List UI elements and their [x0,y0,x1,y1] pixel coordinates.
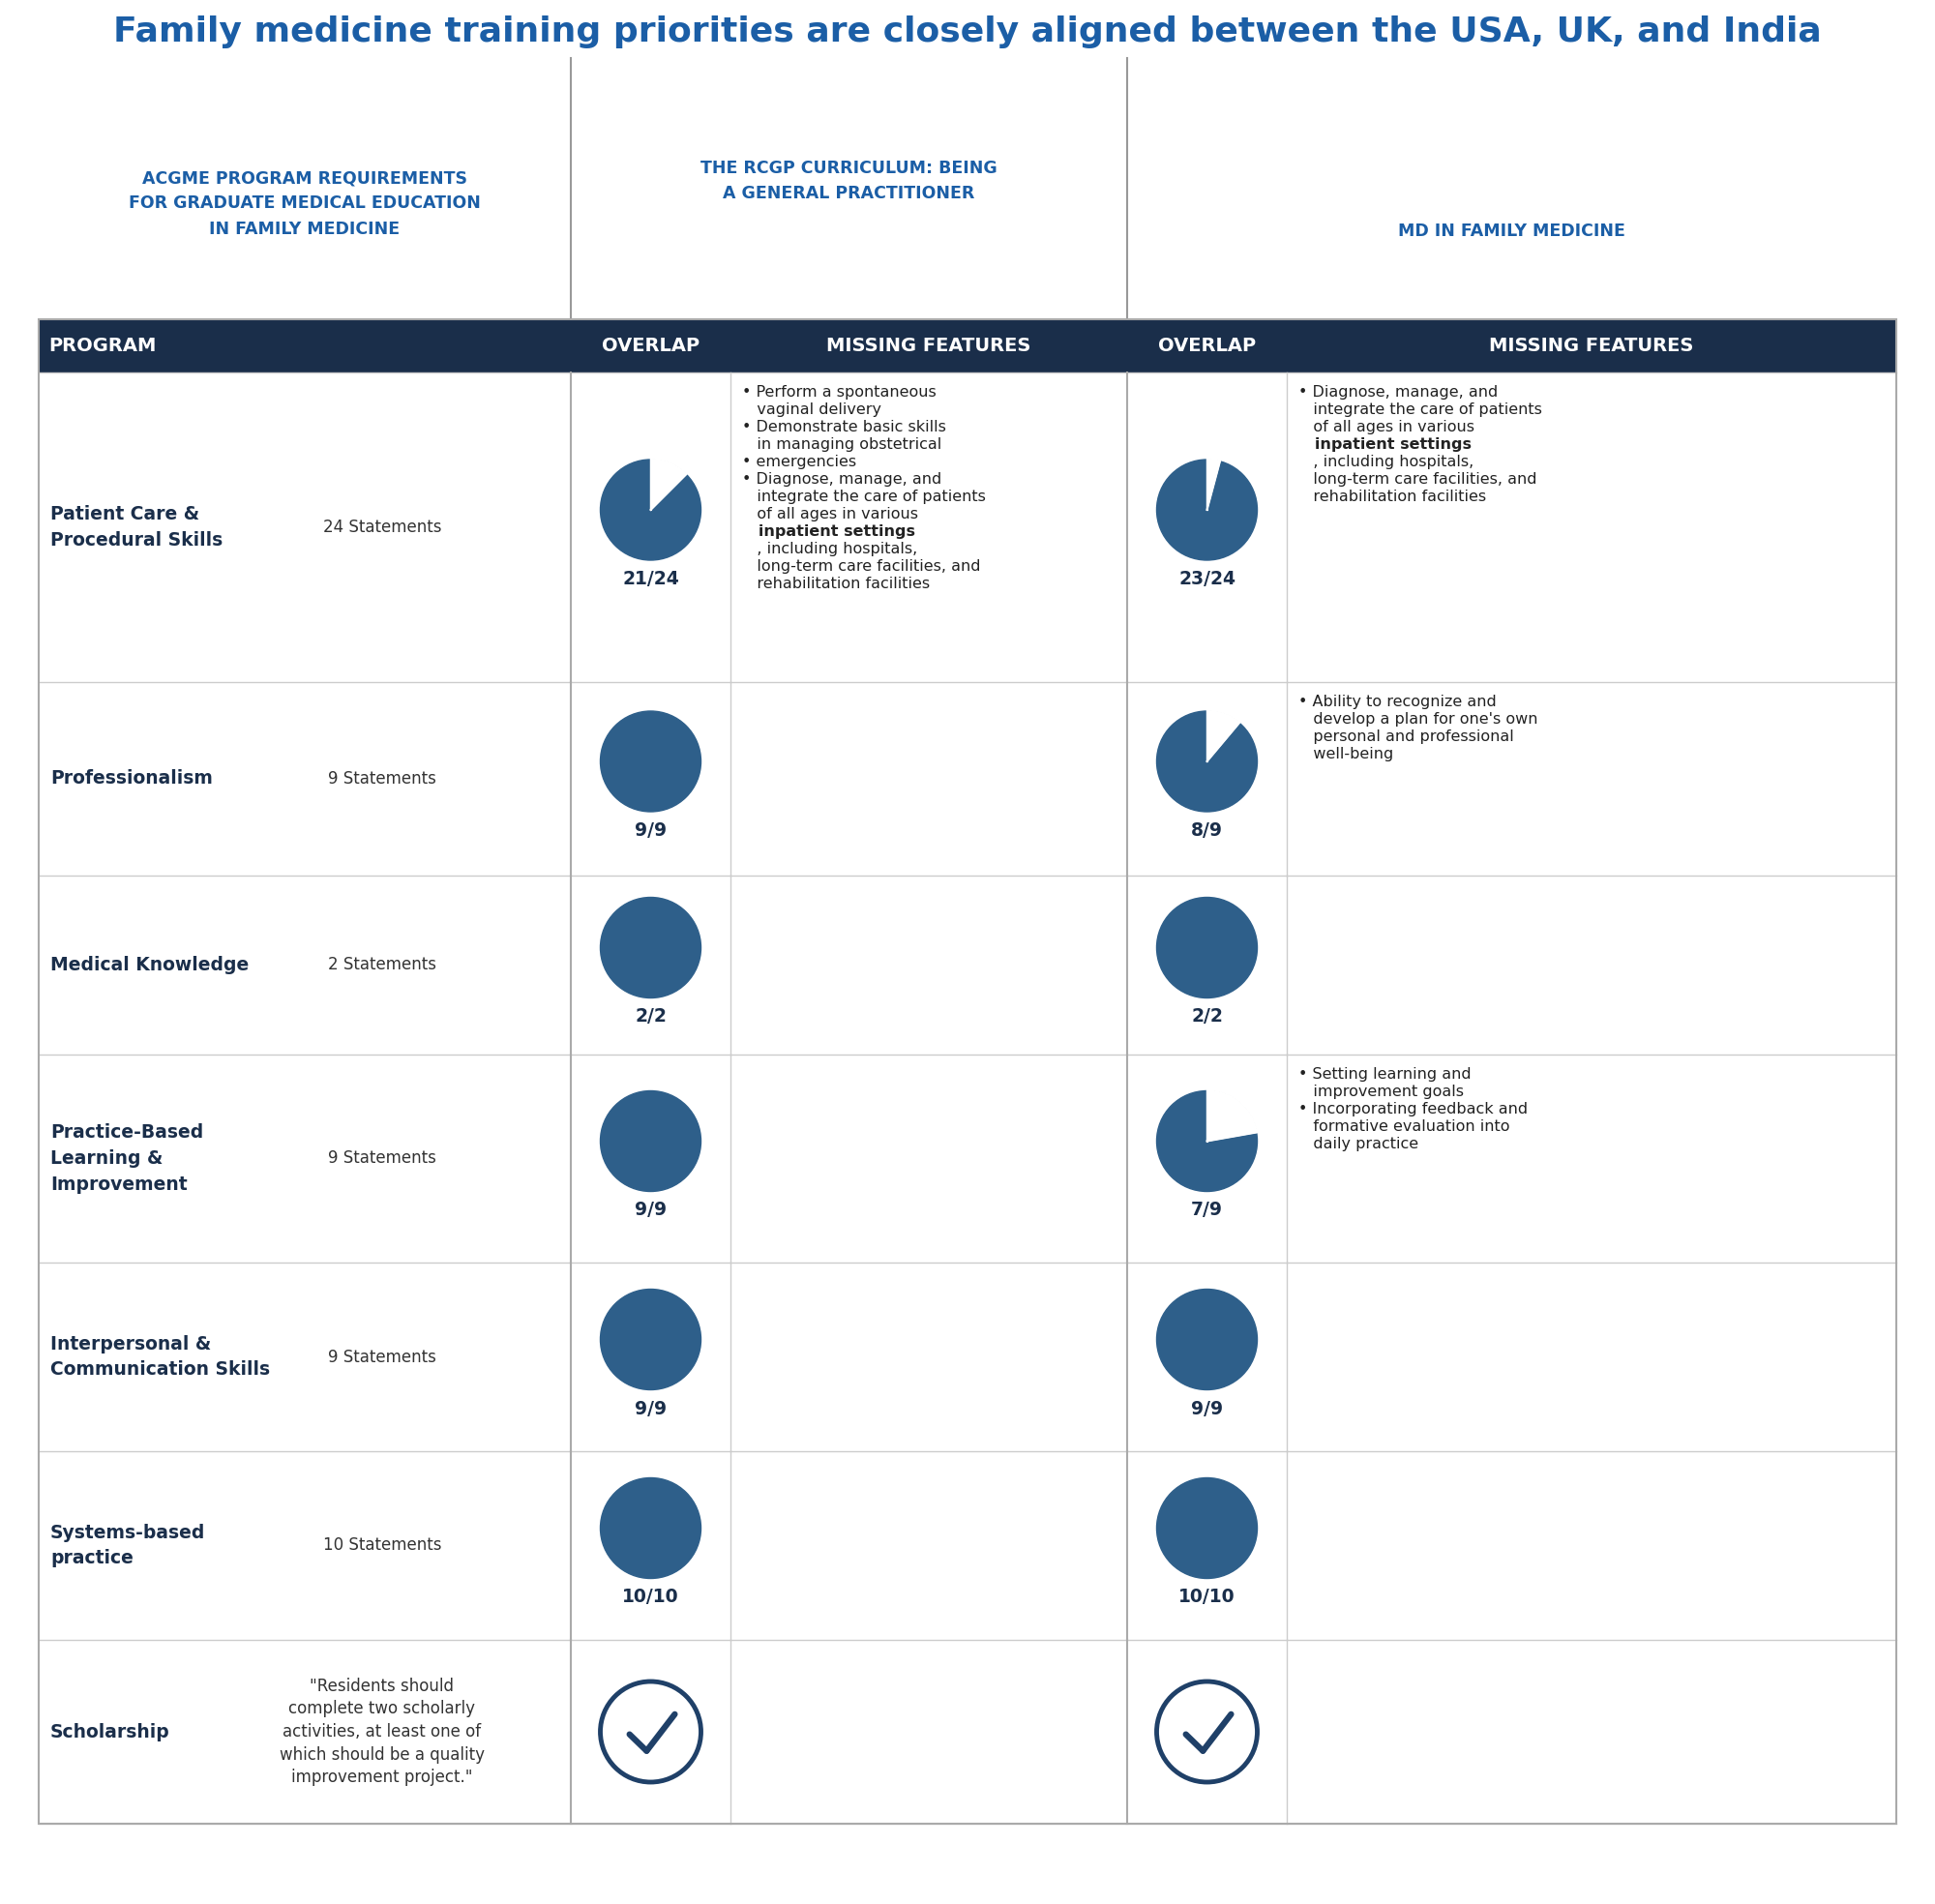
Text: OVERLAP: OVERLAP [1157,337,1256,354]
Text: 9 Statements: 9 Statements [329,1348,435,1365]
Text: Medical Knowledge: Medical Knowledge [50,956,250,975]
Text: THE RCGP CURRICULUM: BEING
A GENERAL PRACTITIONER: THE RCGP CURRICULUM: BEING A GENERAL PRA… [700,160,997,202]
Text: MD IN FAMILY MEDICINE: MD IN FAMILY MEDICINE [1399,223,1625,240]
Text: , including hospitals,: , including hospitals, [743,543,917,556]
Text: personal and professional: personal and professional [1298,729,1513,744]
Circle shape [600,1478,700,1578]
Text: of all ages in various: of all ages in various [743,506,919,522]
Text: , including hospitals,: , including hospitals, [1298,455,1474,468]
FancyBboxPatch shape [39,320,1896,373]
Text: Practice-Based
Learning &
Improvement: Practice-Based Learning & Improvement [50,1123,203,1194]
Text: long-term care facilities, and: long-term care facilities, and [1298,472,1536,487]
Text: PROGRAM: PROGRAM [48,337,157,354]
Text: well-being: well-being [1298,746,1393,762]
Text: Professionalism: Professionalism [50,769,213,788]
Circle shape [1157,1091,1258,1192]
Circle shape [1157,1681,1258,1782]
Circle shape [1157,1289,1258,1390]
Text: 10/10: 10/10 [1178,1588,1235,1607]
Text: integrate the care of patients: integrate the care of patients [743,489,985,505]
Circle shape [1157,1478,1258,1578]
Text: • Diagnose, manage, and: • Diagnose, manage, and [743,472,942,487]
Text: 9/9: 9/9 [1190,1399,1223,1418]
Text: rehabilitation facilities: rehabilitation facilities [1298,489,1486,505]
Text: Patient Care &
Procedural Skills: Patient Care & Procedural Skills [50,505,223,548]
Text: 10 Statements: 10 Statements [323,1537,441,1554]
Text: • Ability to recognize and: • Ability to recognize and [1298,695,1496,708]
Text: • Perform a spontaneous: • Perform a spontaneous [743,385,937,400]
Text: • Diagnose, manage, and: • Diagnose, manage, and [1298,385,1498,400]
Text: 8/9: 8/9 [1192,821,1223,840]
Text: • Demonstrate basic skills: • Demonstrate basic skills [743,421,946,434]
Circle shape [600,1289,700,1390]
Text: Family medicine training priorities are closely aligned between the USA, UK, and: Family medicine training priorities are … [114,15,1821,48]
Circle shape [600,459,700,560]
Circle shape [600,710,700,811]
Text: Systems-based
practice: Systems-based practice [50,1523,205,1567]
Text: develop a plan for one's own: develop a plan for one's own [1298,712,1538,727]
Text: MISSING FEATURES: MISSING FEATURES [1490,337,1693,354]
Text: 9 Statements: 9 Statements [329,769,435,788]
Circle shape [1157,459,1258,560]
Text: • Setting learning and: • Setting learning and [1298,1066,1471,1081]
Text: OVERLAP: OVERLAP [602,337,700,354]
Wedge shape [1207,1089,1258,1140]
Wedge shape [1207,459,1221,510]
Circle shape [1157,897,1258,998]
Text: • Incorporating feedback and: • Incorporating feedback and [1298,1102,1529,1116]
Text: vaginal delivery: vaginal delivery [743,402,882,417]
Wedge shape [1207,710,1240,762]
Text: 9/9: 9/9 [635,821,668,840]
Text: 2/2: 2/2 [635,1007,666,1026]
Text: 2 Statements: 2 Statements [329,956,437,973]
Circle shape [600,1681,700,1782]
Text: MISSING FEATURES: MISSING FEATURES [826,337,1031,354]
Text: improvement goals: improvement goals [1298,1085,1465,1099]
Text: formative evaluation into: formative evaluation into [1298,1120,1509,1135]
Text: 7/9: 7/9 [1192,1201,1223,1219]
Text: in managing obstetrical: in managing obstetrical [743,438,942,451]
Wedge shape [650,459,687,510]
Circle shape [600,897,700,998]
Text: 21/24: 21/24 [623,569,679,588]
Circle shape [600,1091,700,1192]
Text: • emergencies: • emergencies [743,455,857,468]
Text: long-term care facilities, and: long-term care facilities, and [743,560,981,573]
Text: daily practice: daily practice [1298,1137,1418,1152]
Text: "Residents should
complete two scholarly
activities, at least one of
which shoul: "Residents should complete two scholarly… [279,1677,484,1786]
Text: 2/2: 2/2 [1192,1007,1223,1026]
Text: 9 Statements: 9 Statements [329,1150,435,1167]
Text: 10/10: 10/10 [623,1588,679,1607]
Text: 9/9: 9/9 [635,1201,668,1219]
Circle shape [1157,710,1258,811]
Text: 9/9: 9/9 [635,1399,668,1418]
Text: Interpersonal &
Communication Skills: Interpersonal & Communication Skills [50,1335,271,1378]
Text: 24 Statements: 24 Statements [323,518,441,537]
Text: Scholarship: Scholarship [50,1723,170,1740]
Text: rehabilitation facilities: rehabilitation facilities [743,577,931,590]
Text: inpatient settings: inpatient settings [743,524,915,539]
Text: of all ages in various: of all ages in various [1298,421,1474,434]
Text: 23/24: 23/24 [1178,569,1236,588]
Text: inpatient settings: inpatient settings [1298,438,1473,451]
Text: ACGME PROGRAM REQUIREMENTS
FOR GRADUATE MEDICAL EDUCATION
IN FAMILY MEDICINE: ACGME PROGRAM REQUIREMENTS FOR GRADUATE … [130,169,480,238]
Text: integrate the care of patients: integrate the care of patients [1298,402,1542,417]
